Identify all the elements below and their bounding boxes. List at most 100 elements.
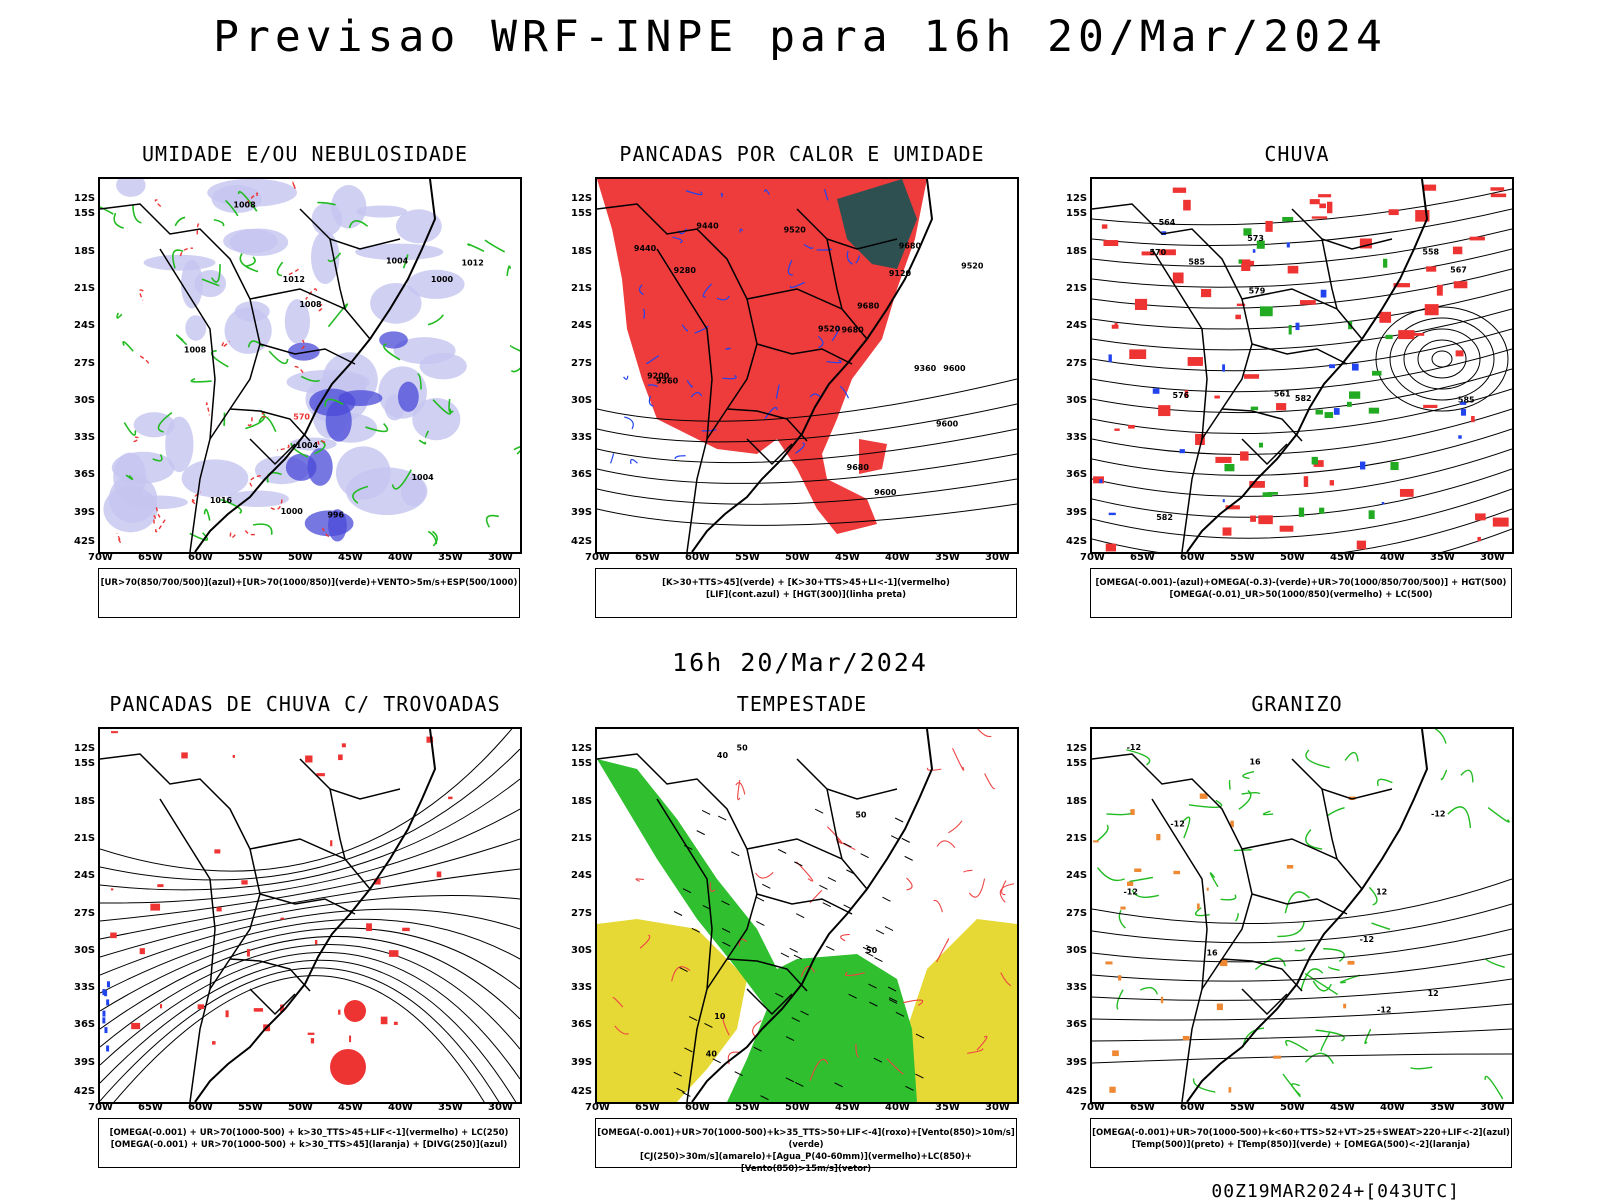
map-canvas: 1008 1008 1008 1004 1004 1012 1012 1000 1000 996 1… bbox=[100, 179, 520, 552]
lat-tick-label: 21S bbox=[571, 832, 593, 844]
contour-label: 9520 bbox=[784, 226, 807, 235]
legend-line: [CJ(250)>30m/s](amarelo)+[Agua_P(40-60mm… bbox=[639, 1152, 973, 1174]
lon-tick-label: 35W bbox=[935, 1102, 960, 1113]
lat-tick-label: 15S bbox=[1066, 208, 1088, 220]
contour-label: 1008 bbox=[233, 201, 256, 210]
lat-tick-label: 15S bbox=[1066, 758, 1088, 770]
lon-tick-label: 40W bbox=[388, 552, 413, 563]
lon-tick-label: 50W bbox=[288, 552, 313, 563]
lat-tick-label: 24S bbox=[74, 320, 96, 332]
lat-tick-label: 27S bbox=[1066, 907, 1088, 919]
lon-tick-label: 70W bbox=[585, 1102, 610, 1113]
lat-tick-label: 33S bbox=[1066, 982, 1088, 994]
panel-chuva: CHUVA 585 585 582 582 579 576 573 570 567 564 561 55… bbox=[1062, 140, 1532, 620]
lat-tick-label: 33S bbox=[74, 432, 96, 444]
panel-umidade: UMIDADE E/OU NEBULOSIDADE 1008 1008 1008 100… bbox=[70, 140, 540, 620]
lat-tick-label: 27S bbox=[571, 357, 593, 369]
contour-label: 9440 bbox=[634, 244, 657, 253]
lat-tick-label: 36S bbox=[571, 1019, 593, 1031]
lon-tick-label: 65W bbox=[635, 1102, 660, 1113]
contour-label: 582 bbox=[1156, 513, 1173, 522]
legend-line: [OMEGA(-0.001) + UR>70(1000-500) + k>30_… bbox=[109, 1128, 509, 1138]
weather-map bbox=[98, 727, 522, 1104]
lon-tick-label: 35W bbox=[438, 552, 463, 563]
lat-tick-label: 30S bbox=[74, 944, 96, 956]
lon-tick-label: 70W bbox=[88, 552, 113, 563]
lat-tick-label: 15S bbox=[74, 208, 96, 220]
lat-tick-label: 42S bbox=[74, 1086, 96, 1097]
lat-tick-label: 30S bbox=[1066, 394, 1088, 406]
contour-label: 1016 bbox=[210, 496, 233, 505]
lon-tick-label: 70W bbox=[1080, 1102, 1105, 1113]
lat-tick-label: 36S bbox=[74, 1019, 96, 1031]
lat-tick-label: 21S bbox=[571, 282, 593, 294]
lat-tick-label: 21S bbox=[1066, 832, 1088, 844]
contour-label: 9520 bbox=[818, 325, 841, 334]
legend-line: [LIF](cont.azul) + [HGT(300)](linha pret… bbox=[705, 590, 907, 600]
lon-tick-label: 45W bbox=[835, 552, 860, 563]
contour-label: -12 bbox=[1170, 820, 1184, 829]
contour-label: 1004 bbox=[386, 257, 409, 266]
lat-tick-label: 18S bbox=[571, 245, 593, 257]
lat-tick-label: 24S bbox=[1066, 870, 1088, 882]
contour-label: 12 bbox=[1428, 989, 1439, 998]
lat-tick-label: 18S bbox=[571, 795, 593, 807]
lon-tick-label: 65W bbox=[1130, 1102, 1155, 1113]
contour-label: 9680 bbox=[841, 325, 864, 334]
lon-tick-label: 40W bbox=[885, 1102, 910, 1113]
lon-tick-label: 35W bbox=[1430, 552, 1455, 563]
lat-tick-label: 36S bbox=[1066, 1019, 1088, 1031]
lon-tick-label: 65W bbox=[1130, 552, 1155, 563]
lon-tick-label: 50W bbox=[1280, 552, 1305, 563]
lon-tick-label: 65W bbox=[138, 552, 163, 563]
lon-tick-label: 30W bbox=[985, 1102, 1010, 1113]
lon-tick-label: 60W bbox=[1180, 1102, 1205, 1113]
map-canvas: 585 585 582 582 579 576 573 570 567 564 561 558 bbox=[1092, 179, 1512, 552]
contour-label: 1000 bbox=[281, 507, 304, 516]
lon-tick-label: 70W bbox=[1080, 552, 1105, 563]
lat-tick-label: 24S bbox=[571, 870, 593, 882]
lat-tick-label: 30S bbox=[571, 944, 593, 956]
page-title: Previsao WRF-INPE para 16h 20/Mar/2024 bbox=[213, 12, 1387, 62]
lon-tick-label: 30W bbox=[985, 552, 1010, 563]
lon-tick-label: 65W bbox=[635, 552, 660, 563]
lon-tick-label: 45W bbox=[338, 552, 363, 563]
lat-tick-label: 36S bbox=[571, 469, 593, 481]
lon-tick-label: 70W bbox=[88, 1102, 113, 1113]
contour-label: 570 bbox=[1149, 248, 1166, 257]
legend-box: [UR>70(850/700/500)](azul)+[UR>70(1000/8… bbox=[98, 568, 520, 618]
contour-label: 9600 bbox=[874, 488, 897, 497]
lat-tick-label: 39S bbox=[1066, 1056, 1088, 1068]
lon-tick-label: 30W bbox=[1480, 552, 1505, 563]
contour-label: 1008 bbox=[299, 300, 322, 309]
contour-label: 9680 bbox=[847, 463, 870, 472]
panel-title: CHUVA bbox=[1264, 142, 1330, 166]
lat-tick-label: 15S bbox=[74, 758, 96, 770]
contour-label: -12 bbox=[1360, 935, 1374, 944]
map-canvas: -12 -12 -12 -12 -12 -12 12 16 16 12 bbox=[1092, 729, 1512, 1102]
lat-tick-label: 24S bbox=[1066, 320, 1088, 332]
panel-title: UMIDADE E/OU NEBULOSIDADE bbox=[141, 142, 469, 166]
contour-label: 9600 bbox=[936, 420, 959, 429]
contour-label: -12 bbox=[1377, 1006, 1391, 1015]
contour-label: 9680 bbox=[899, 242, 922, 251]
legend-box: [K>30+TTS>45](verde) + [K>30+TTS>45+LI<-… bbox=[595, 568, 1017, 618]
lon-tick-label: 60W bbox=[1180, 552, 1205, 563]
legend-line: [OMEGA(-0.001)-(azul)+OMEGA(-0.3)-(verde… bbox=[1095, 578, 1507, 588]
weather-map: 585 585 582 582 579 576 573 570 567 564 561 558 bbox=[1090, 177, 1514, 554]
lon-tick-label: 35W bbox=[1430, 1102, 1455, 1113]
lat-tick-label: 30S bbox=[74, 394, 96, 406]
lat-tick-label: 12S bbox=[1066, 743, 1088, 754]
contour-label: 9600 bbox=[943, 364, 966, 373]
panel-title: TEMPESTADE bbox=[736, 692, 868, 716]
contour-label: 9120 bbox=[889, 269, 912, 278]
lat-tick-label: 12S bbox=[571, 193, 593, 204]
lat-tick-label: 42S bbox=[74, 536, 96, 547]
lat-tick-label: 21S bbox=[74, 832, 96, 844]
lat-tick-label: 42S bbox=[571, 1086, 593, 1097]
lon-tick-label: 30W bbox=[488, 552, 513, 563]
legend-line: [Temp(500)](preto) + [Temp(850)](verde) … bbox=[1131, 1140, 1471, 1150]
contour-label: 1000 bbox=[431, 275, 454, 284]
lon-tick-label: 40W bbox=[1380, 1102, 1405, 1113]
contour-label: 40 bbox=[706, 1049, 718, 1058]
